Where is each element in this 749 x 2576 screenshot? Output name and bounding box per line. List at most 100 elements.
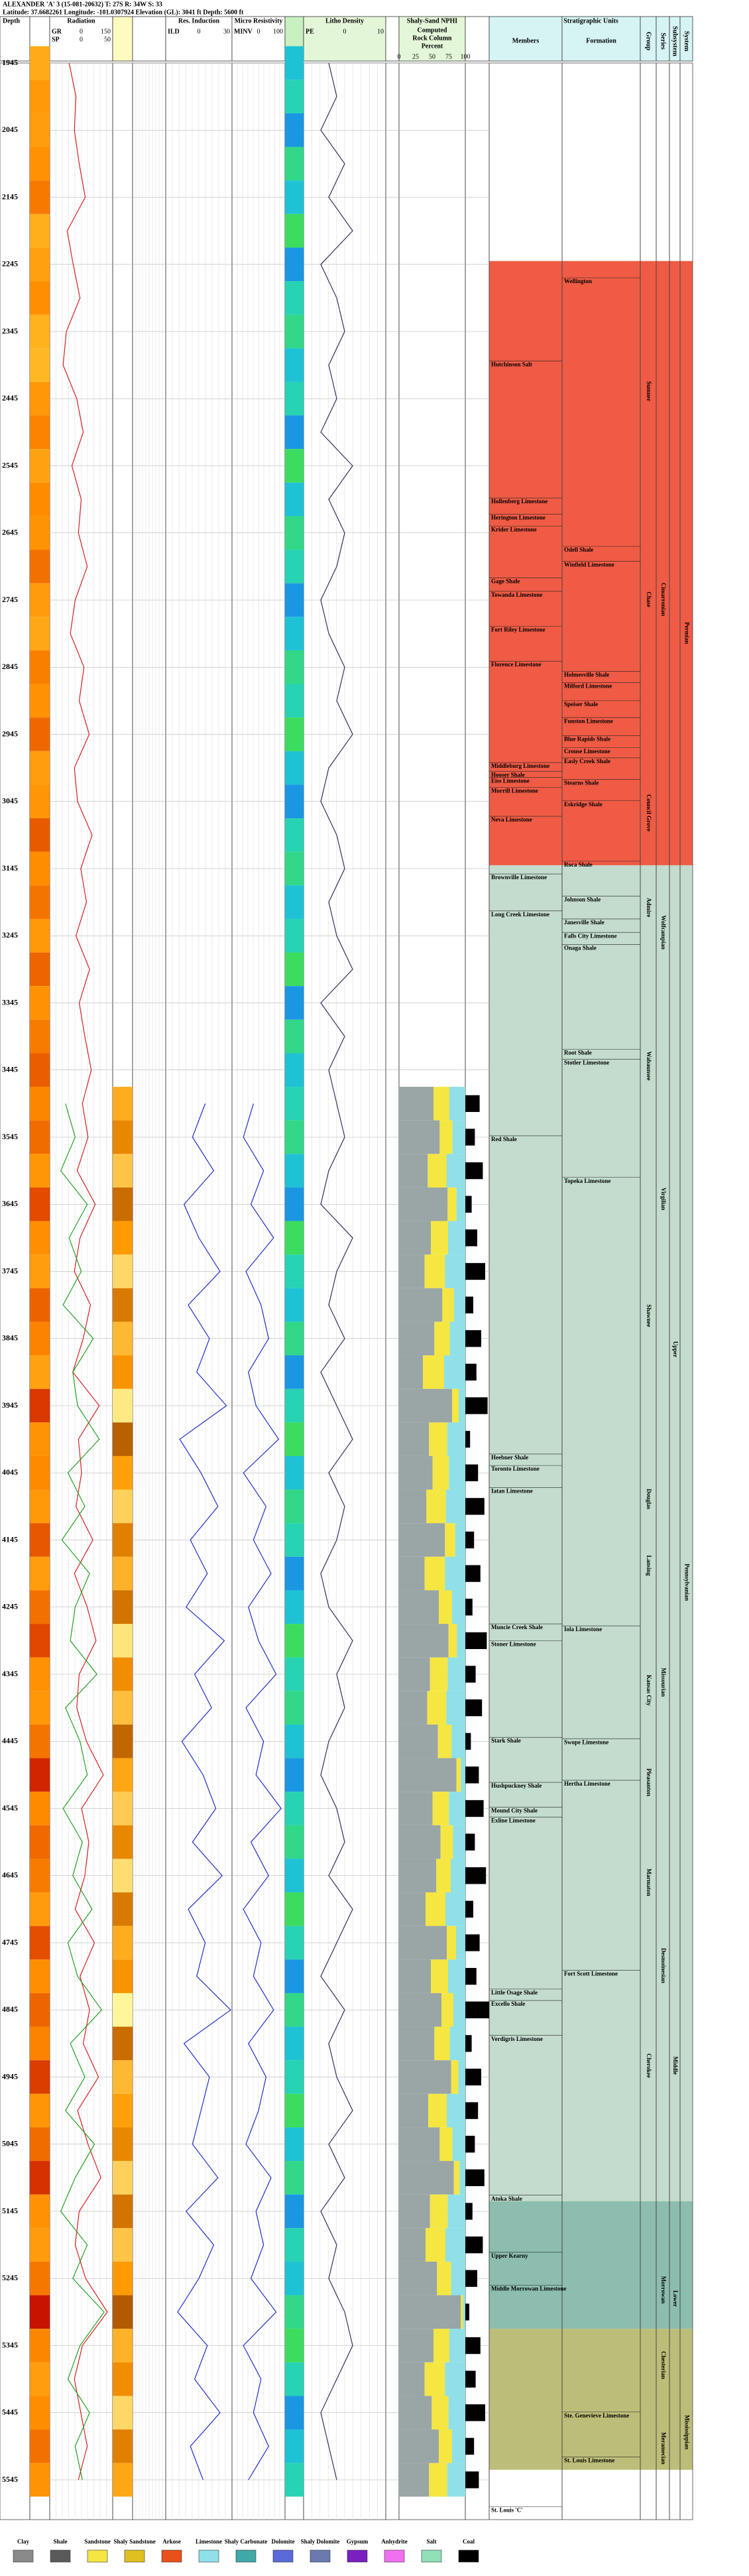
- rock-lime: [453, 1993, 465, 2027]
- color-block: [285, 1288, 304, 1322]
- rock-lime: [453, 1825, 465, 1859]
- rock-sand: [424, 1556, 445, 1591]
- rock-tick-label: 75: [445, 53, 452, 60]
- strat-title: Stratigraphic Units: [563, 17, 618, 25]
- rock-shale: [399, 1892, 426, 1926]
- depth-tick-label: 3945: [2, 1400, 18, 1410]
- rock-lime: [449, 1087, 465, 1121]
- strat-header: System: [683, 31, 690, 52]
- color-block: [113, 1825, 133, 1859]
- color-block: [113, 1288, 133, 1322]
- porosity-bar: [465, 1666, 476, 1683]
- legend-label: Coal: [463, 2538, 475, 2545]
- color-block: [113, 1993, 133, 2027]
- strat-label: Excello Shale: [491, 2000, 525, 2007]
- strat-label: Topeka Limestone: [564, 1178, 610, 1184]
- strat-header: Subsystem: [671, 26, 679, 56]
- depth-tick-label: 5145: [2, 2206, 18, 2215]
- curve-range-min: 0: [80, 36, 83, 43]
- color-block: [30, 2261, 50, 2296]
- color-block: [285, 2026, 304, 2061]
- curve-range-max: 150: [101, 28, 111, 35]
- strat-rotated-label: Permian: [683, 622, 690, 644]
- color-block: [30, 1825, 50, 1859]
- strat-rotated-label: Chesterian: [660, 2351, 667, 2379]
- color-block: [113, 1859, 133, 1893]
- color-block: [285, 1355, 304, 1389]
- rock-lime: [459, 1388, 465, 1423]
- color-block: [30, 1691, 50, 1725]
- rock-sand: [426, 1892, 445, 1926]
- porosity-bar: [465, 1967, 477, 1985]
- legend-swatch: [458, 2549, 479, 2563]
- color-block: [285, 2228, 304, 2262]
- color-block: [113, 1221, 133, 1255]
- color-block: [285, 247, 304, 282]
- rock-shale: [399, 1590, 439, 1625]
- curve-mnemonic: SP: [52, 36, 60, 43]
- porosity-bar: [465, 1129, 475, 1146]
- color-block: [30, 1523, 50, 1557]
- color-block: [113, 2161, 133, 2195]
- strat-label: Heebner Shale: [491, 1454, 528, 1461]
- color-block: [285, 1993, 304, 2027]
- legend-label: Sandstone: [84, 2538, 111, 2545]
- color-block: [113, 1556, 133, 1591]
- color-block: [30, 1053, 50, 1087]
- strat-rotated-label: Middle: [672, 2057, 679, 2075]
- strat-label: St. Louis 'C': [491, 2507, 523, 2514]
- rock-lime: [461, 1758, 465, 1792]
- legend-swatch: [384, 2549, 405, 2563]
- porosity-bar: [465, 1397, 488, 1414]
- color-block: [113, 1489, 133, 1524]
- porosity-bar: [465, 1699, 483, 1717]
- color-block: [30, 1624, 50, 1658]
- color-block: [30, 1959, 50, 1993]
- log-curve: [177, 1103, 231, 2481]
- rock-shale: [399, 1724, 438, 1758]
- color-block: [113, 1355, 133, 1389]
- porosity-bar: [465, 2471, 479, 2488]
- color-block: [285, 583, 304, 617]
- color-block: [30, 2463, 50, 2497]
- color-block: [30, 2228, 50, 2262]
- legend-swatch: [198, 2549, 219, 2563]
- porosity-bar: [465, 1296, 473, 1314]
- rock-sand: [431, 1959, 448, 1993]
- rock-shale: [399, 1321, 435, 1356]
- color-block: [285, 2127, 304, 2162]
- strat-header: Series: [660, 32, 667, 50]
- rock-shale: [399, 1859, 436, 1893]
- depth-tick-label: 3445: [2, 1065, 18, 1074]
- color-block: [285, 1422, 304, 1456]
- strat-label: Funston Limestone: [564, 717, 613, 724]
- depth-tick-label: 2045: [2, 125, 18, 134]
- color-block: [113, 1321, 133, 1356]
- porosity-bar: [465, 1934, 480, 1951]
- strat-label: Middleburg Limestone: [491, 763, 549, 769]
- color-block: [285, 113, 304, 147]
- color-block: [113, 1892, 133, 1926]
- rock-shale: [399, 2396, 432, 2430]
- depth-tick-label: 5045: [2, 2139, 18, 2148]
- rock-lime: [451, 1724, 465, 1758]
- legend-label: Limestone: [196, 2538, 222, 2545]
- rock-shale: [399, 1926, 447, 1960]
- rock-shale: [399, 2093, 428, 2128]
- strat-label: Holmesville Shale: [564, 671, 609, 678]
- strat-header: Formation: [586, 37, 616, 44]
- track-title: Litho Density: [325, 17, 364, 25]
- strat-rotated-label: Meramecian: [660, 2432, 667, 2464]
- curve-range-max: 50: [104, 36, 111, 43]
- curve-range-min: 0: [257, 28, 260, 35]
- strat-rotated-label: Douglas: [646, 1489, 652, 1510]
- strat-rotated-label: Morrowan: [660, 2276, 667, 2303]
- rock-sand: [453, 2161, 460, 2195]
- rock-sand: [437, 2261, 451, 2296]
- color-block: [285, 2396, 304, 2430]
- header-cell: [132, 16, 166, 62]
- strat-label: Odell Shale: [564, 546, 593, 553]
- strat-rotated-label: Council Grove: [646, 794, 652, 831]
- strat-label: Speiser Shale: [564, 701, 598, 707]
- strat-label: Exline Limestone: [491, 1817, 536, 1824]
